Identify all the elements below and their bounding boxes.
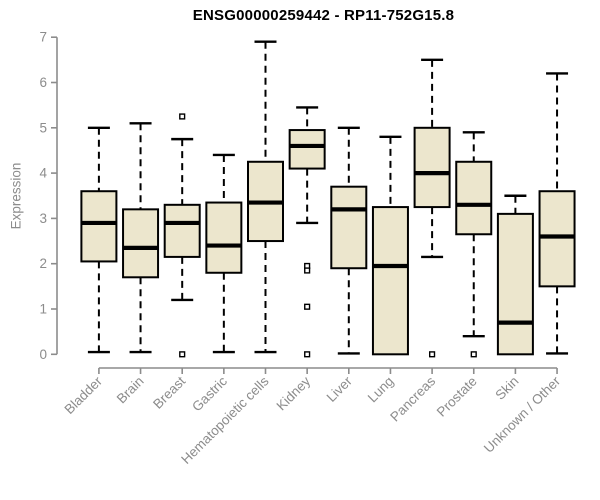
y-tick-label: 2 — [39, 256, 47, 271]
x-category-label: Kidney — [273, 373, 313, 413]
x-category-label: Brain — [114, 374, 147, 407]
x-category-label: Lung — [365, 374, 397, 406]
box — [496, 212, 534, 356]
box — [163, 203, 201, 258]
box — [288, 129, 326, 170]
x-category-label: Breast — [150, 373, 188, 411]
box — [413, 126, 451, 209]
x-category-label: Unknown / Other — [481, 373, 564, 456]
x-category-label: Bladder — [62, 373, 106, 417]
x-category-label: Pancreas — [387, 373, 438, 424]
x-category-label: Liver — [324, 373, 356, 405]
outlier-point — [179, 351, 186, 358]
outlier-point — [429, 351, 436, 358]
box — [330, 185, 368, 270]
box — [538, 190, 576, 288]
outlier-point — [470, 351, 477, 358]
y-tick-label: 5 — [39, 120, 47, 135]
outlier-point — [304, 303, 311, 310]
box — [122, 208, 160, 279]
y-tick-label: 7 — [39, 30, 47, 45]
box — [205, 201, 243, 274]
outlier-point — [304, 267, 311, 274]
box — [80, 190, 118, 263]
y-tick-label: 3 — [39, 211, 47, 226]
y-tick-label: 6 — [39, 75, 47, 90]
box — [371, 206, 409, 356]
chart-title: ENSG00000259442 - RP11-752G15.8 — [192, 7, 455, 24]
x-category-label: Skin — [492, 374, 521, 403]
y-tick-label: 0 — [39, 347, 47, 362]
y-tick-label: 1 — [39, 302, 47, 317]
outlier-point — [304, 351, 311, 358]
box — [455, 160, 493, 236]
y-tick-label: 4 — [39, 166, 47, 181]
outlier-point — [179, 113, 186, 120]
x-category-label: Gastric — [189, 373, 230, 414]
x-category-label: Prostate — [434, 374, 480, 420]
